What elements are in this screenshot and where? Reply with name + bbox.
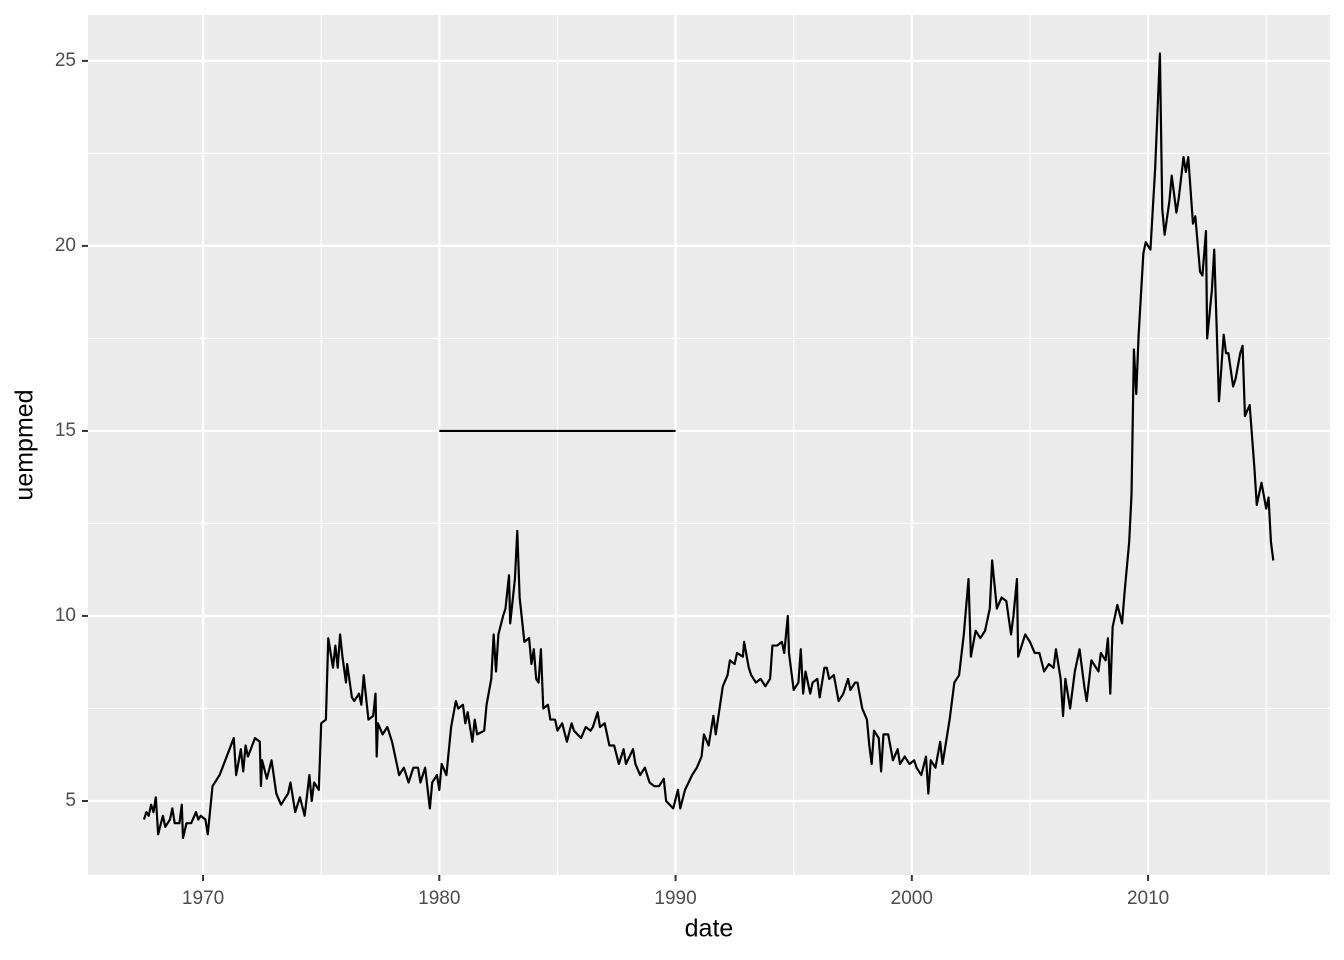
x-tick-label: 1970 — [182, 888, 224, 909]
y-tick-label: 10 — [55, 605, 76, 626]
x-tick-label: 1990 — [654, 888, 696, 909]
y-tick-label: 20 — [55, 235, 76, 256]
x-tick-label: 2010 — [1127, 888, 1169, 909]
y-tick-label: 15 — [55, 420, 76, 441]
x-tick-label: 2000 — [891, 888, 933, 909]
x-axis-title: date — [685, 915, 734, 943]
y-tick-label: 25 — [55, 50, 76, 71]
x-tick-label: 1980 — [418, 888, 460, 909]
y-tick-label: 5 — [65, 790, 76, 811]
grid — [88, 15, 1330, 875]
data-line — [142, 52, 1275, 840]
panel-background — [88, 15, 1330, 875]
y-axis-title: uempmed — [11, 389, 39, 500]
marks — [142, 52, 1275, 840]
